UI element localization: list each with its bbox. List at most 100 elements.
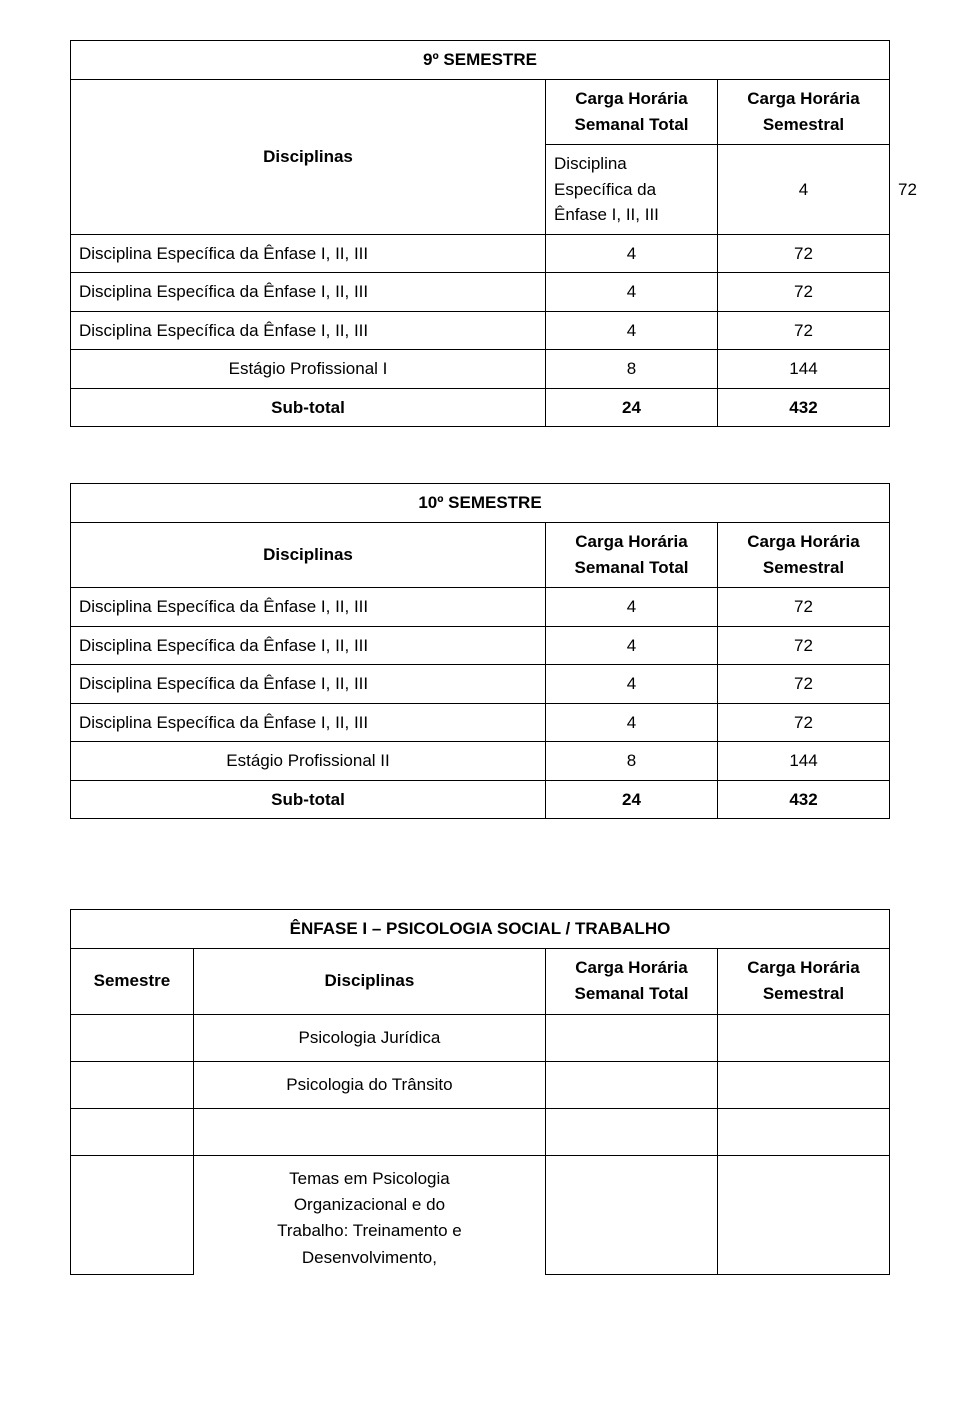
- row-v1: 4: [546, 626, 718, 665]
- line3: Trabalho: Treinamento e: [277, 1221, 462, 1240]
- row-v2: 72: [718, 703, 890, 742]
- enfase1-header-ch-semestral: Carga Horária Semestral: [717, 948, 889, 1014]
- row-label-multiline: Temas em Psicologia Organizacional e do …: [193, 1155, 545, 1275]
- subtotal-v2: 432: [718, 780, 890, 819]
- enfase1-title: ÊNFASE I – PSICOLOGIA SOCIAL / TRABALHO: [71, 910, 890, 949]
- spacer: [70, 819, 890, 909]
- row-v2: 72: [718, 588, 890, 627]
- row-label: Psicologia Jurídica: [193, 1014, 545, 1061]
- sem9-ch-2: Carga Horária: [747, 89, 859, 108]
- subtotal-row: Sub-total 24 432: [71, 388, 890, 427]
- semestre-cell: [71, 1155, 194, 1275]
- semestre-cell: [71, 1014, 194, 1061]
- line2: Organizacional e do: [294, 1195, 445, 1214]
- row-label: Psicologia do Trânsito: [193, 1061, 545, 1108]
- row-v1: 8: [546, 350, 718, 389]
- sem9-ch-1: Carga Horária: [575, 89, 687, 108]
- sem10-title: 10º SEMESTRE: [71, 484, 890, 523]
- row-v1: 4: [546, 234, 718, 273]
- sem9-title: 9º SEMESTRE: [71, 41, 890, 80]
- sem10-ch-1: Carga Horária: [575, 532, 687, 551]
- table-row: Estágio Profissional II 8 144: [71, 742, 890, 781]
- row-v2: 72: [718, 626, 890, 665]
- table-row: Disciplina Específica da Ênfase I, II, I…: [71, 703, 890, 742]
- spacer: [70, 427, 890, 483]
- row-v1: 4: [718, 145, 890, 235]
- table-row: Temas em Psicologia Organizacional e do …: [71, 1155, 890, 1275]
- row-v2: 72: [718, 234, 890, 273]
- sem10-header-ch-semanal: Carga Horária Semanal Total: [546, 522, 718, 588]
- row-v2: 72: [718, 311, 890, 350]
- row-v2: [717, 1108, 889, 1155]
- row-v2: 144: [718, 742, 890, 781]
- row-label: Disciplina Específica da Ênfase I, II, I…: [71, 273, 546, 312]
- row-v1: [546, 1108, 718, 1155]
- row-v2: [717, 1061, 889, 1108]
- sem9-header-ch-semanal: Carga Horária Semanal Total: [546, 79, 718, 145]
- row-v2: 72: [718, 273, 890, 312]
- subtotal-v1: 24: [546, 388, 718, 427]
- row-v1: 4: [546, 588, 718, 627]
- row-v2: 144: [718, 350, 890, 389]
- table-row: Psicologia Jurídica: [71, 1014, 890, 1061]
- row-v1: [546, 1061, 718, 1108]
- enfase1-semanal: Semanal Total: [574, 984, 688, 1003]
- enfase1-semestral: Semestral: [763, 984, 844, 1003]
- table-row: [71, 1108, 890, 1155]
- sem10-ch-2: Carga Horária: [747, 532, 859, 551]
- row-label: Disciplina Específica da Ênfase I, II, I…: [71, 703, 546, 742]
- row-v1: [546, 1155, 718, 1275]
- row-label: Estágio Profissional I: [71, 350, 546, 389]
- row-v1: 4: [546, 311, 718, 350]
- sem9-semestral: Semestral: [763, 115, 844, 134]
- table-row: Disciplina Específica da Ênfase I, II, I…: [71, 273, 890, 312]
- row-v2: 72: [718, 665, 890, 704]
- sem9-semanal: Semanal Total: [575, 115, 689, 134]
- subtotal-label: Sub-total: [71, 780, 546, 819]
- row-v1: 4: [546, 665, 718, 704]
- table-row: Psicologia do Trânsito: [71, 1061, 890, 1108]
- subtotal-row: Sub-total 24 432: [71, 780, 890, 819]
- row-label: Disciplina Específica da Ênfase I, II, I…: [71, 665, 546, 704]
- row-v2: [717, 1155, 889, 1275]
- subtotal-label: Sub-total: [71, 388, 546, 427]
- row-label: Disciplina Específica da Ênfase I, II, I…: [71, 311, 546, 350]
- line1: Temas em Psicologia: [289, 1169, 450, 1188]
- semestre-cell: [71, 1061, 194, 1108]
- enfase1-header-disciplinas: Disciplinas: [193, 948, 545, 1014]
- subtotal-v2: 432: [718, 388, 890, 427]
- row-label: Estágio Profissional II: [71, 742, 546, 781]
- row-label: Disciplina Específica da Ênfase I, II, I…: [71, 234, 546, 273]
- table-row: Disciplina Específica da Ênfase I, II, I…: [71, 311, 890, 350]
- semester-9-table: 9º SEMESTRE Disciplinas Carga Horária Se…: [70, 40, 890, 427]
- row-label: Disciplina Específica da Ênfase I, II, I…: [546, 145, 718, 235]
- table-row: Disciplina Específica da Ênfase I, II, I…: [71, 626, 890, 665]
- row-label: [193, 1108, 545, 1155]
- line4: Desenvolvimento,: [302, 1248, 437, 1267]
- table-row: Disciplina Específica da Ênfase I, II, I…: [71, 665, 890, 704]
- row-v1: 8: [546, 742, 718, 781]
- sem10-header-ch-semestral: Carga Horária Semestral: [718, 522, 890, 588]
- enfase1-ch-2: Carga Horária: [747, 958, 859, 977]
- semestre-cell: [71, 1108, 194, 1155]
- table-row: Disciplina Específica da Ênfase I, II, I…: [71, 234, 890, 273]
- row-v1: 4: [546, 273, 718, 312]
- sem9-header-disciplinas: Disciplinas: [71, 79, 546, 234]
- sem9-header-ch-semestral: Carga Horária Semestral: [718, 79, 890, 145]
- row-label: Disciplina Específica da Ênfase I, II, I…: [71, 588, 546, 627]
- table-row: Disciplina Específica da Ênfase I, II, I…: [71, 588, 890, 627]
- subtotal-v1: 24: [546, 780, 718, 819]
- row-v2: [717, 1014, 889, 1061]
- sem10-header-disciplinas: Disciplinas: [71, 522, 546, 588]
- row-v1: [546, 1014, 718, 1061]
- enfase1-header-semestre: Semestre: [71, 948, 194, 1014]
- sem10-semestral: Semestral: [763, 558, 844, 577]
- row-label: Disciplina Específica da Ênfase I, II, I…: [71, 626, 546, 665]
- sem10-semanal: Semanal Total: [575, 558, 689, 577]
- enfase1-ch-1: Carga Horária: [575, 958, 687, 977]
- table-row: Estágio Profissional I 8 144: [71, 350, 890, 389]
- row-v1: 4: [546, 703, 718, 742]
- semester-10-table: 10º SEMESTRE Disciplinas Carga Horária S…: [70, 483, 890, 819]
- enfase-1-table: ÊNFASE I – PSICOLOGIA SOCIAL / TRABALHO …: [70, 909, 890, 1275]
- enfase1-header-ch-semanal: Carga Horária Semanal Total: [546, 948, 718, 1014]
